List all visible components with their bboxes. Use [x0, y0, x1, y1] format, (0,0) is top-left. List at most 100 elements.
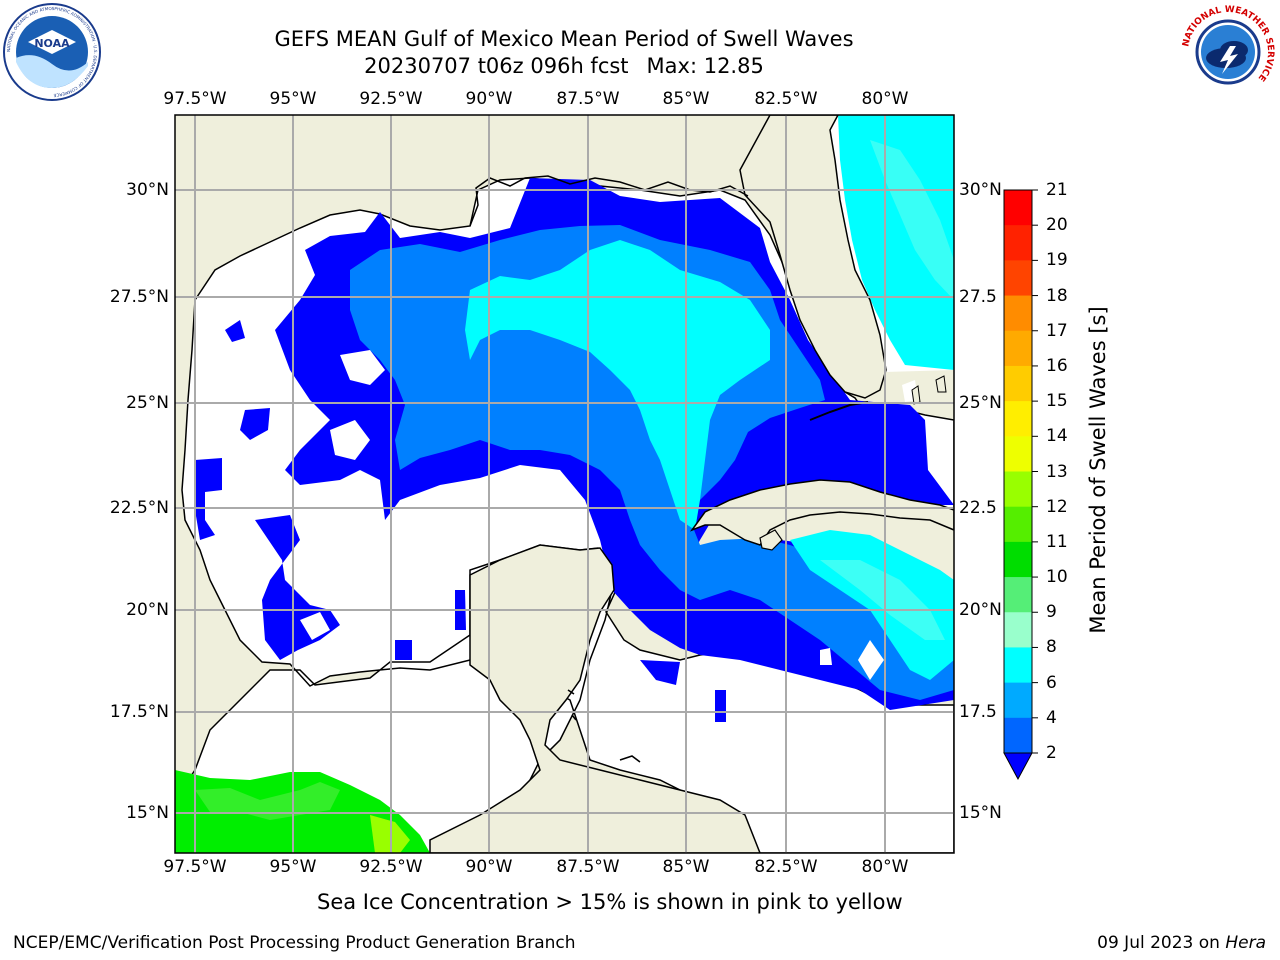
- lon-label-top-7: 82.5°W: [754, 89, 818, 109]
- pacific-swell-lightgreen: [195, 782, 340, 820]
- swell-band-4-6: [350, 225, 954, 700]
- graticule: [175, 115, 954, 853]
- colorbar-segment: [1004, 682, 1032, 719]
- swell-patch-west3: [225, 320, 245, 342]
- colorbar-segment: [1004, 401, 1032, 437]
- lat-label-right-7: 15°N: [959, 803, 1002, 823]
- colorbar-tick-label: 8: [1046, 637, 1057, 658]
- lon-label-bottom-6: 85°W: [662, 857, 710, 877]
- noaa-logo: NOAA NATIONAL OCEANIC AND ATMOSPHERIC AD…: [3, 3, 101, 101]
- lon-label-bottom-4: 90°W: [465, 857, 513, 877]
- colorbar-tick-label: 18: [1046, 285, 1068, 306]
- colorbar-tick-label: 16: [1046, 355, 1068, 376]
- colorbar-segment: [1004, 190, 1032, 226]
- colorbar-segment: [1004, 295, 1032, 332]
- lon-label-bottom-5: 87.5°W: [556, 857, 620, 877]
- isla-juventud: [759, 529, 783, 551]
- map-panel: [175, 115, 954, 853]
- colorbar-segment: [1004, 260, 1032, 297]
- lon-label-top-2: 95°W: [269, 89, 317, 109]
- lat-label-left-7: 15°N: [126, 803, 169, 823]
- colorbar-tick-label: 19: [1046, 250, 1068, 271]
- colorbar-tick-label: 20: [1046, 215, 1068, 236]
- swell-patch-west2: [255, 515, 340, 660]
- colorbar-label: Mean Period of Swell Waves [s]: [1086, 306, 1110, 634]
- noaa-logo-text: NOAA: [34, 37, 70, 50]
- swell-band-6-8-atl: [838, 115, 954, 370]
- louisiana-coast: [469, 175, 749, 227]
- nws-logo: NATIONAL WEATHER SERVICE: [1180, 4, 1276, 100]
- gulf-water: [175, 177, 954, 853]
- colorbar-tick-label: 10: [1046, 567, 1068, 588]
- florida-keys: [809, 401, 869, 421]
- water-hole-1: [330, 420, 370, 460]
- lat-label-left-2: 27.5°N: [109, 287, 169, 307]
- colorbar-extend-arrow: [1003, 752, 1033, 781]
- lat-label-left-4: 22.5°N: [109, 498, 169, 518]
- swell-patch-south2: [395, 640, 412, 660]
- colorbar-tick-label: 14: [1046, 426, 1068, 447]
- colorbar-tick-label: 6: [1046, 672, 1057, 693]
- water-hole-6: [820, 648, 832, 665]
- swell-band-8-10-atl: [870, 140, 954, 300]
- land-background: [175, 115, 954, 853]
- colorbar-segment: [1004, 436, 1032, 472]
- lat-label-left-6: 17.5°N: [109, 702, 169, 722]
- colorbar-frame: [1003, 189, 1033, 754]
- colorbar-tick-label: 2: [1046, 743, 1057, 763]
- max-value: Max: 12.85: [646, 54, 764, 78]
- colorbar-segment: [1004, 365, 1032, 402]
- colorbar-tick-label: 12: [1046, 496, 1068, 517]
- swell-patch-carib: [640, 660, 680, 685]
- swell-band-2-4: [275, 178, 954, 710]
- water-hole-4: [300, 612, 330, 640]
- lon-label-top-4: 90°W: [465, 89, 513, 109]
- lon-label-bottom-8: 80°W: [861, 857, 909, 877]
- lat-label-right-1: 30°N: [959, 180, 1002, 200]
- colorbar-tick-label: 11: [1046, 531, 1068, 552]
- lat-label-right-6: 17.5: [959, 702, 997, 722]
- florida-land: [739, 115, 887, 399]
- sea-ice-note: Sea Ice Concentration > 15% is shown in …: [317, 890, 903, 914]
- run-info: 20230707 t06z 096h fcst: [364, 54, 629, 78]
- swell-patch-west: [195, 458, 222, 540]
- colorbar-segment: [1004, 225, 1032, 261]
- colorbar-tick-label: 13: [1046, 461, 1068, 482]
- colorbar-segment: [1004, 541, 1032, 578]
- lon-label-top-6: 85°W: [662, 89, 710, 109]
- lat-label-right-2: 27.5: [959, 287, 997, 307]
- colorbar-tick-label: 9: [1046, 602, 1057, 623]
- footer-date: 09 Jul 2023 on Hera: [1097, 933, 1266, 953]
- colorbar-segment: [1004, 577, 1032, 613]
- swell-patch-carib2: [715, 690, 726, 722]
- lat-label-left-1: 30°N: [126, 180, 169, 200]
- water-hole-3: [350, 485, 372, 505]
- water-hole-5: [902, 380, 918, 402]
- lat-label-right-3: 25°N: [959, 393, 1002, 413]
- swell-band-6-8-carib: [790, 530, 954, 680]
- swell-band-8-10-carib: [820, 560, 945, 640]
- lat-label-left-3: 25°N: [126, 393, 169, 413]
- bahamas: [911, 385, 921, 405]
- lon-label-top-8: 80°W: [861, 89, 909, 109]
- colorbar-tick-label: 17: [1046, 320, 1068, 341]
- footer-date-text: 09 Jul 2023 on: [1097, 933, 1226, 953]
- colorbar-segment: [1004, 612, 1032, 648]
- lon-label-top-1: 97.5°W: [163, 89, 227, 109]
- colorbar-tick-label: 4: [1046, 707, 1057, 728]
- lon-label-bottom-1: 97.5°W: [163, 857, 227, 877]
- pacific-swell-yellowgreen: [370, 815, 410, 853]
- footer-machine: Hera: [1225, 933, 1266, 953]
- colorbar-segment: [1004, 330, 1032, 367]
- lon-label-top-3: 92.5°W: [359, 89, 423, 109]
- belize-cays: [567, 689, 641, 763]
- colorbar-segment: [1004, 717, 1032, 754]
- colorbar-tick-label: 15: [1046, 391, 1068, 412]
- water-hole-2: [340, 350, 385, 385]
- colorbar: [1003, 189, 1038, 781]
- lat-label-right-4: 22.5: [959, 498, 997, 518]
- pacific-swell-green: [175, 770, 430, 853]
- colorbar-segment: [1004, 506, 1032, 543]
- yucatan-land: [429, 544, 761, 853]
- lon-label-bottom-3: 92.5°W: [359, 857, 423, 877]
